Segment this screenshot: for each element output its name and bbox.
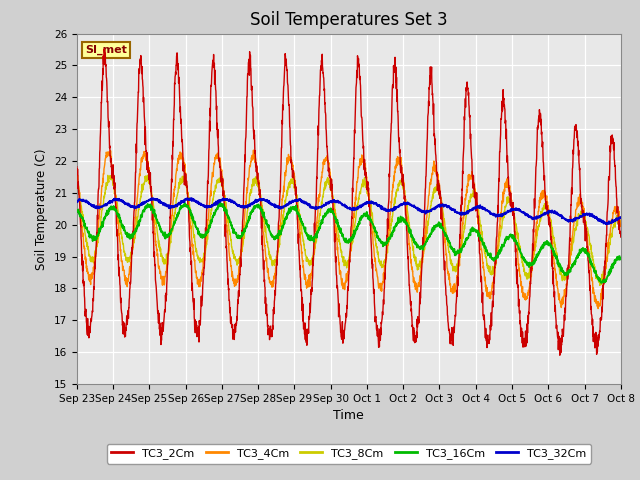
Y-axis label: Soil Temperature (C): Soil Temperature (C) bbox=[35, 148, 48, 270]
Text: SI_met: SI_met bbox=[85, 45, 127, 55]
X-axis label: Time: Time bbox=[333, 409, 364, 422]
Title: Soil Temperatures Set 3: Soil Temperatures Set 3 bbox=[250, 11, 447, 29]
Legend: TC3_2Cm, TC3_4Cm, TC3_8Cm, TC3_16Cm, TC3_32Cm: TC3_2Cm, TC3_4Cm, TC3_8Cm, TC3_16Cm, TC3… bbox=[107, 444, 591, 464]
